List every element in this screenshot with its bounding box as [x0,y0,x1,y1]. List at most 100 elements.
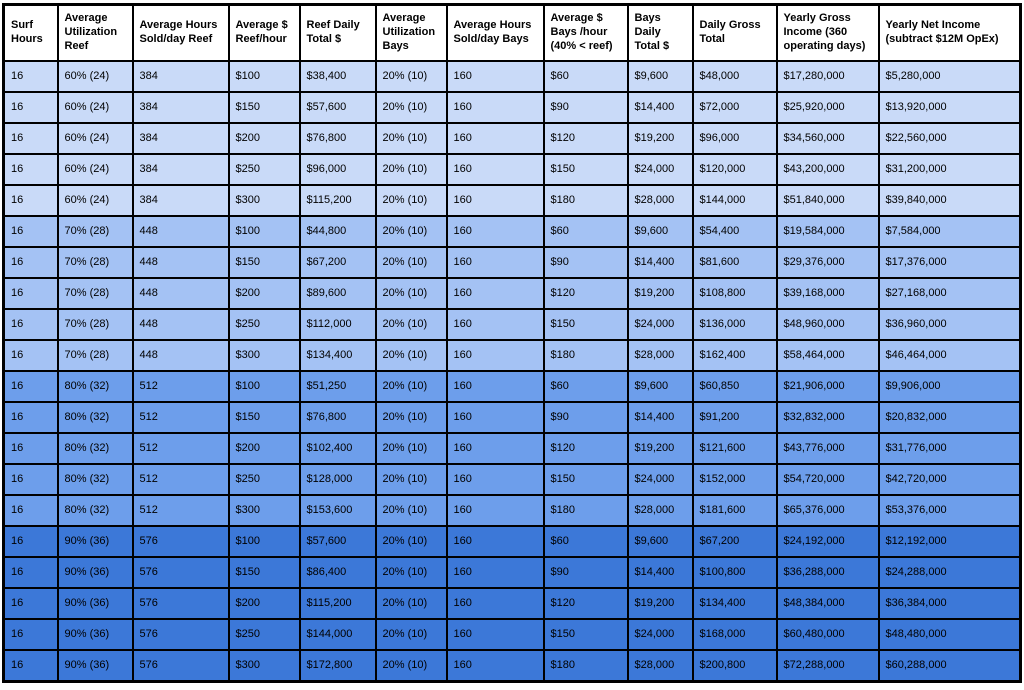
cell: $42,720,000 [877,463,1022,496]
cell: 16 [2,556,59,589]
cell: 16 [2,246,59,279]
cell: 448 [131,308,230,341]
cell: $96,000 [691,122,778,155]
cell: $180 [542,184,629,217]
cell: $100 [227,60,301,93]
cell: $89,600 [298,277,377,310]
cell: 80% (32) [56,370,134,403]
cell: $172,800 [298,649,377,683]
cell: $250 [227,618,301,651]
cell: $60 [542,370,629,403]
cell: 384 [131,91,230,124]
cell: $100 [227,525,301,558]
cell: $144,000 [298,618,377,651]
cell: $17,376,000 [877,246,1022,279]
cell: $72,000 [691,91,778,124]
cell: $9,906,000 [877,370,1022,403]
table-row: 16 90% (36) 576 $150 $86,400 20% (10) 160 $90 $1… [2,556,1022,589]
table-head: Surf Hours Average Utilization Reef Averag… [2,3,1022,62]
cell: $120 [542,277,629,310]
cell: $250 [227,153,301,186]
column-header: Average Hours Sold/day Bays [445,3,545,62]
cell: 20% (10) [374,370,448,403]
table-row: 16 80% (32) 512 $300 $153,600 20% (10) 160 $180… [2,494,1022,527]
cell: $150 [542,618,629,651]
cell: 90% (36) [56,556,134,589]
table-body: 16 60% (24) 384 $100 $38,400 20% (10) 160 $60 $9… [2,60,1022,683]
cell: $300 [227,184,301,217]
cell: $48,384,000 [775,587,880,620]
cell: $31,776,000 [877,432,1022,465]
cell: $21,906,000 [775,370,880,403]
cell: 16 [2,649,59,683]
cell: 20% (10) [374,649,448,683]
cell: 20% (10) [374,60,448,93]
cell: 60% (24) [56,122,134,155]
table-row: 16 90% (36) 576 $300 $172,800 20% (10) 160 $180… [2,649,1022,683]
cell: $200 [227,432,301,465]
cell: $67,200 [298,246,377,279]
cell: $24,000 [626,308,694,341]
cell: $13,920,000 [877,91,1022,124]
table-row: 16 80% (32) 512 $150 $76,800 20% (10) 160 $90 $1… [2,401,1022,434]
cell: $200 [227,587,301,620]
cell: $36,960,000 [877,308,1022,341]
cell: 160 [445,494,545,527]
cell: $150 [227,246,301,279]
cell: $60 [542,215,629,248]
header-row: Surf Hours Average Utilization Reef Averag… [2,3,1022,62]
cell: 384 [131,60,230,93]
cell: 80% (32) [56,494,134,527]
cell: 16 [2,587,59,620]
cell: 160 [445,587,545,620]
cell: $28,000 [626,339,694,372]
column-header: Yearly Net Income (subtract $12M OpEx) [877,3,1022,62]
cell: 20% (10) [374,184,448,217]
table-row: 16 80% (32) 512 $100 $51,250 20% (10) 160 $60 $9… [2,370,1022,403]
cell: 512 [131,494,230,527]
cell: $57,600 [298,525,377,558]
cell: 16 [2,339,59,372]
column-header: Reef Daily Total $ [298,3,377,62]
cell: $5,280,000 [877,60,1022,93]
cell: $120 [542,587,629,620]
cell: $100 [227,370,301,403]
cell: $108,800 [691,277,778,310]
cell: $90 [542,91,629,124]
cell: $150 [227,91,301,124]
cell: 160 [445,432,545,465]
cell: 60% (24) [56,91,134,124]
cell: 160 [445,463,545,496]
cell: $100 [227,215,301,248]
cell: $17,280,000 [775,60,880,93]
cell: $14,400 [626,91,694,124]
cell: $24,000 [626,463,694,496]
cell: $144,000 [691,184,778,217]
cell: $19,200 [626,432,694,465]
cell: 20% (10) [374,463,448,496]
table-row: 16 70% (28) 448 $100 $44,800 20% (10) 160 $60 $9… [2,215,1022,248]
table-row: 16 80% (32) 512 $200 $102,400 20% (10) 160 $120… [2,432,1022,465]
cell: 20% (10) [374,215,448,248]
cell: $150 [542,463,629,496]
cell: $86,400 [298,556,377,589]
table-row: 16 60% (24) 384 $250 $96,000 20% (10) 160 $150 $… [2,153,1022,186]
cell: 20% (10) [374,122,448,155]
cell: 160 [445,215,545,248]
cell: 16 [2,525,59,558]
cell: $102,400 [298,432,377,465]
cell: $58,464,000 [775,339,880,372]
table-row: 16 60% (24) 384 $150 $57,600 20% (10) 160 $90 $1… [2,91,1022,124]
cell: $38,400 [298,60,377,93]
cell: 20% (10) [374,432,448,465]
cell: 160 [445,91,545,124]
cell: 20% (10) [374,91,448,124]
cell: $153,600 [298,494,377,527]
cell: $134,400 [298,339,377,372]
cell: $14,400 [626,401,694,434]
cell: 384 [131,184,230,217]
cell: 20% (10) [374,308,448,341]
cell: $57,600 [298,91,377,124]
cell: $25,920,000 [775,91,880,124]
